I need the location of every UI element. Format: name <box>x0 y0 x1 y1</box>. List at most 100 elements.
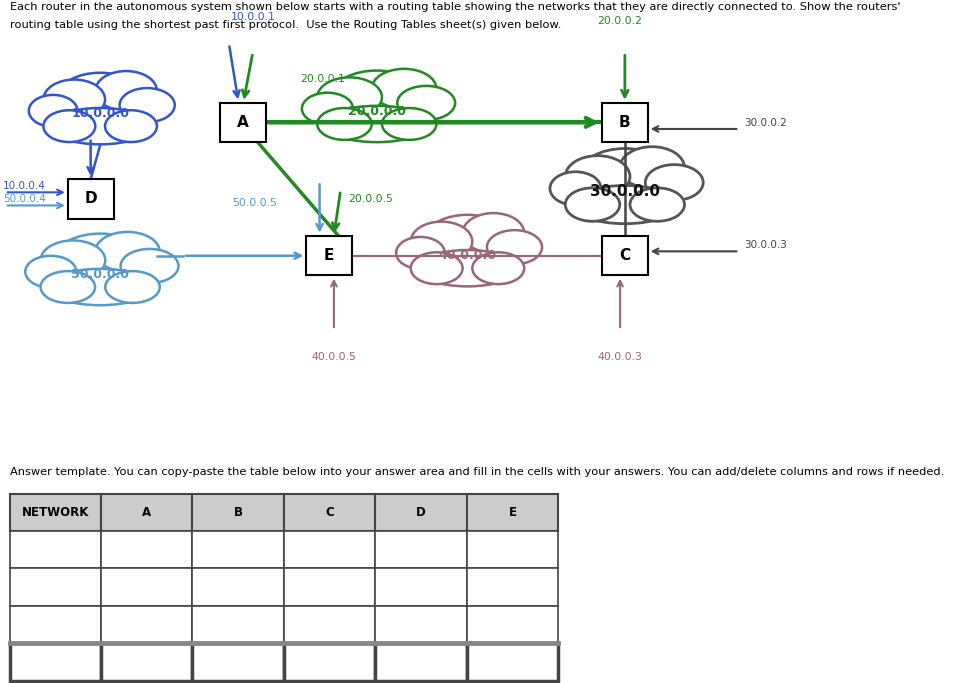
Text: D: D <box>84 191 97 206</box>
Bar <box>375 606 466 643</box>
Bar <box>101 568 193 606</box>
FancyBboxPatch shape <box>68 179 113 219</box>
Ellipse shape <box>565 188 619 221</box>
Ellipse shape <box>580 148 668 199</box>
Text: D: D <box>416 506 425 519</box>
Ellipse shape <box>629 188 683 221</box>
Text: 30.0.0.0: 30.0.0.0 <box>589 184 659 199</box>
Bar <box>283 643 375 680</box>
Bar <box>466 494 558 531</box>
Text: B: B <box>618 115 630 130</box>
Ellipse shape <box>372 69 436 109</box>
Bar <box>10 531 101 568</box>
FancyBboxPatch shape <box>601 102 647 142</box>
Ellipse shape <box>410 252 462 284</box>
Bar <box>10 494 101 531</box>
Bar <box>375 494 466 531</box>
Bar <box>375 643 466 680</box>
Text: routing table using the shortest past first protocol.  Use the Routing Tables sh: routing table using the shortest past fi… <box>10 20 560 29</box>
Bar <box>193 606 283 643</box>
Bar <box>193 531 283 568</box>
Bar <box>283 568 375 606</box>
Text: 50.0.0.4: 50.0.0.4 <box>3 194 46 204</box>
Bar <box>193 494 283 531</box>
Text: 20.0.0.2: 20.0.0.2 <box>597 16 642 26</box>
Ellipse shape <box>549 171 600 205</box>
Bar <box>375 531 466 568</box>
Ellipse shape <box>41 271 95 303</box>
Ellipse shape <box>416 250 517 286</box>
Ellipse shape <box>333 70 420 118</box>
Ellipse shape <box>48 269 152 305</box>
Bar <box>10 643 101 680</box>
Text: 50.0.0.5: 50.0.0.5 <box>232 198 276 208</box>
Ellipse shape <box>396 86 455 120</box>
Ellipse shape <box>95 71 156 111</box>
Bar <box>283 494 375 531</box>
Text: Each router in the autonomous system shown below starts with a routing table sho: Each router in the autonomous system sho… <box>10 2 900 12</box>
Ellipse shape <box>56 234 144 281</box>
Text: 20.0.0.0: 20.0.0.0 <box>348 105 405 118</box>
Text: B: B <box>233 506 242 519</box>
FancyBboxPatch shape <box>601 236 647 275</box>
Bar <box>193 568 283 606</box>
Text: 30.0.0.2: 30.0.0.2 <box>743 117 786 128</box>
Ellipse shape <box>619 147 683 189</box>
Text: C: C <box>618 248 630 263</box>
FancyBboxPatch shape <box>220 102 266 142</box>
FancyBboxPatch shape <box>306 236 352 275</box>
Ellipse shape <box>29 95 77 127</box>
Text: E: E <box>324 248 334 263</box>
Bar <box>466 568 558 606</box>
Ellipse shape <box>95 232 159 272</box>
Ellipse shape <box>317 108 372 140</box>
Text: 10.0.0.1: 10.0.0.1 <box>230 12 275 22</box>
Text: A: A <box>237 115 249 130</box>
Ellipse shape <box>41 240 105 280</box>
Ellipse shape <box>381 108 436 140</box>
Bar <box>101 643 193 680</box>
Text: E: E <box>508 506 516 519</box>
Bar <box>466 643 558 680</box>
Bar <box>101 494 193 531</box>
Ellipse shape <box>395 237 444 269</box>
Ellipse shape <box>317 77 381 117</box>
Ellipse shape <box>105 110 156 142</box>
Text: 40.0.0.3: 40.0.0.3 <box>597 352 642 362</box>
Bar <box>375 568 466 606</box>
Ellipse shape <box>425 214 509 262</box>
Bar <box>193 643 283 680</box>
Text: 40.0.0.0: 40.0.0.0 <box>438 249 496 262</box>
Ellipse shape <box>572 186 677 223</box>
Ellipse shape <box>105 271 159 303</box>
Text: Answer template. You can copy-paste the table below into your answer area and fi: Answer template. You can copy-paste the … <box>10 466 943 477</box>
Text: C: C <box>325 506 334 519</box>
Bar <box>466 606 558 643</box>
Ellipse shape <box>43 110 95 142</box>
Ellipse shape <box>58 72 142 120</box>
Text: 10.0.0.0: 10.0.0.0 <box>71 107 129 120</box>
Bar <box>101 606 193 643</box>
Ellipse shape <box>50 108 151 144</box>
Ellipse shape <box>410 221 472 262</box>
Bar <box>10 568 101 606</box>
Ellipse shape <box>472 252 524 284</box>
Ellipse shape <box>25 255 76 288</box>
Ellipse shape <box>565 156 629 197</box>
Ellipse shape <box>324 106 429 142</box>
Ellipse shape <box>119 88 174 122</box>
Text: 50.0.0.0: 50.0.0.0 <box>71 268 129 281</box>
Bar <box>10 606 101 643</box>
Bar <box>466 531 558 568</box>
Ellipse shape <box>43 79 105 120</box>
Text: NETWORK: NETWORK <box>22 506 89 519</box>
Text: 20.0.0.1: 20.0.0.1 <box>300 74 345 84</box>
Text: A: A <box>142 506 152 519</box>
Text: 30.0.0.3: 30.0.0.3 <box>743 240 786 250</box>
Ellipse shape <box>301 93 353 124</box>
Text: 40.0.0.5: 40.0.0.5 <box>311 352 356 362</box>
Text: 20.0.0.5: 20.0.0.5 <box>348 194 393 204</box>
Text: 10.0.0.4: 10.0.0.4 <box>3 181 46 191</box>
Bar <box>283 531 375 568</box>
Ellipse shape <box>644 165 702 200</box>
